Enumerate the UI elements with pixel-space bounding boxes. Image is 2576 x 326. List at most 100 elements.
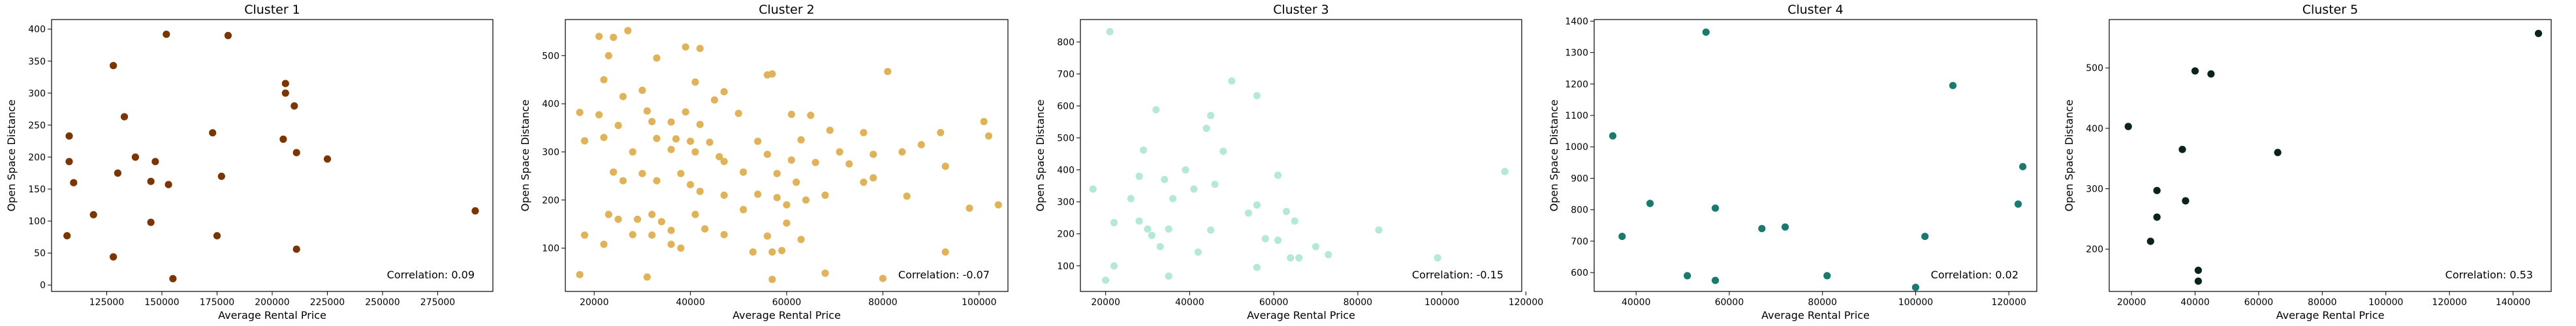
data-point [2194,277,2202,285]
data-point [653,54,661,62]
data-point [807,111,815,119]
x-tick-label: 120000 [1991,297,2026,308]
data-point [1228,77,1236,85]
data-point [471,207,479,215]
y-tick-label: 1400 [1565,16,1588,27]
y-axis-label: Open Space Distance [1034,100,1046,212]
data-point [1702,28,1710,36]
data-point [643,107,651,115]
data-point [163,31,170,38]
x-tick-label: 60000 [772,297,802,308]
data-point [860,128,868,136]
y-tick-label: 300 [2086,184,2103,194]
data-point [903,192,911,200]
data-point [600,76,608,83]
y-tick-label: 700 [1571,237,1588,247]
data-point [1194,248,1202,256]
cluster-2-panel: 20000 40000 60000 80000 100000 100 200 300 400 50… [519,3,1009,321]
data-point [773,170,781,177]
data-point [870,151,877,158]
data-point [783,219,791,227]
data-point [1295,254,1303,262]
plot-frame [1594,19,2037,292]
data-point [1261,235,1269,243]
chart-title: Cluster 2 [759,3,815,17]
data-point [783,201,791,209]
x-axis-label: Average Rental Price [218,309,326,321]
data-point [672,135,680,143]
data-point [1140,146,1148,154]
y-tick-label: 200 [1057,230,1075,240]
cluster-3-panel: 20000 40000 60000 80000 100000 120000 100 200 30… [1034,3,1543,321]
y-axis-label: Open Space Distance [2063,100,2075,212]
y-tick-label: 700 [1057,69,1075,80]
x-tick-label: 20000 [1091,297,1120,308]
data-point [281,89,289,97]
y-tick-label: 350 [28,57,46,67]
x-tick-label: 100000 [1898,297,1933,308]
data-point [778,246,786,254]
data-point [580,137,589,145]
plot-frame [2109,19,2552,292]
data-point [70,179,78,186]
data-point [706,138,714,146]
x-tick-label: 80000 [868,297,898,308]
data-point [2146,237,2154,245]
data-point [937,128,945,136]
y-tick-label: 900 [1571,173,1588,184]
data-point [1684,272,1691,280]
data-point [1244,209,1253,217]
data-point [1169,195,1177,203]
data-point [1274,236,1282,244]
data-point [720,231,728,239]
data-point [292,149,300,156]
data-point [629,148,636,156]
y-tick-label: 300 [542,147,559,158]
y-tick-label: 600 [1057,101,1075,111]
data-point [870,174,877,182]
data-point [860,178,868,186]
data-point [734,110,742,117]
data-point [984,132,993,140]
data-point [797,136,805,144]
data-point [1165,272,1172,280]
data-point [696,44,704,52]
data-point [667,145,675,153]
y-tick-label: 0 [40,280,46,291]
data-point [213,232,221,240]
data-point [1165,225,1172,233]
data-point [821,269,829,277]
x-tick-label: 40000 [676,297,705,308]
data-point [2182,197,2190,205]
data-point [89,211,97,218]
x-tick-label: 60000 [1715,297,1744,308]
data-point [1219,147,1227,155]
data-point [691,78,699,86]
correlation-annotation: Correlation: -0.07 [898,269,990,281]
x-tick-label: 80000 [1808,297,1837,308]
data-point [1207,226,1215,234]
data-point [323,155,332,163]
y-tick-label: 500 [542,51,559,61]
data-point [638,170,646,177]
data-point [63,232,71,240]
data-point [994,201,1002,209]
data-point [224,31,232,40]
y-axis-label: Open Space Distance [519,100,531,212]
data-point [629,231,636,239]
data-point [1144,225,1152,233]
y-tick-label: 300 [1057,198,1075,208]
data-point [1921,233,1929,241]
data-point [787,110,795,118]
data-point [1712,204,1720,212]
data-point [648,231,656,239]
data-point [1156,243,1164,250]
y-tick-label: 400 [542,99,559,110]
data-point [687,181,695,188]
data-point [120,113,129,121]
data-point [1823,272,1831,280]
x-axis-label: Average Rental Price [732,309,841,321]
y-tick-label: 100 [28,216,46,227]
data-point [691,211,699,218]
data-point [884,68,892,76]
